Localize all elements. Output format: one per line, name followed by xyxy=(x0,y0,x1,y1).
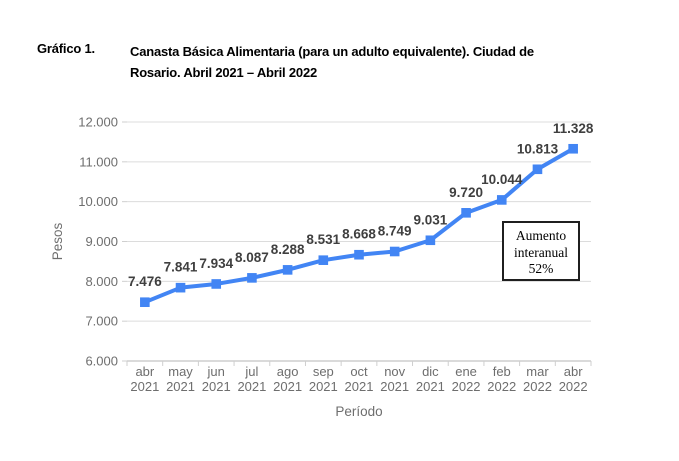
data-point-marker xyxy=(282,265,293,275)
data-point-marker xyxy=(532,164,543,175)
data-point-marker xyxy=(354,249,364,260)
figure-title-line-1: Canasta Básica Alimentaria (para un adul… xyxy=(130,44,534,59)
figure-title-line-2: Rosario. Abril 2021 – Abril 2022 xyxy=(130,65,318,80)
data-point-label: 11.328 xyxy=(553,121,594,136)
x-tick-label: jun 2021 xyxy=(202,364,231,394)
x-tick-label: may 2021 xyxy=(166,364,195,394)
annotation-box: Aumento interanual 52% xyxy=(502,221,580,281)
x-tick-label: abr 2021 xyxy=(130,364,159,394)
data-point-label: 7.476 xyxy=(128,274,162,289)
y-tick-label: 9.000 xyxy=(85,234,118,249)
data-point-label: 10.813 xyxy=(517,141,559,156)
data-point-marker xyxy=(461,208,471,218)
data-point-label: 7.934 xyxy=(199,256,233,271)
figure-label: Gráfico 1. xyxy=(37,41,95,56)
figure-title: Canasta Básica Alimentaria (para un adul… xyxy=(130,41,534,83)
data-point-marker xyxy=(140,297,150,308)
data-point-label: 8.087 xyxy=(235,250,269,265)
data-point-marker xyxy=(175,282,186,293)
data-point-label: 8.288 xyxy=(271,242,305,257)
x-tick-label: sep 2021 xyxy=(309,364,338,394)
data-point-label: 7.841 xyxy=(164,260,198,275)
y-tick-label: 10.000 xyxy=(78,194,118,209)
data-point-marker xyxy=(318,255,329,265)
x-tick-label: abr 2022 xyxy=(559,364,588,394)
y-axis-title: Pesos xyxy=(50,222,65,260)
x-tick-label: dic 2021 xyxy=(416,364,445,394)
data-point-label: 9.720 xyxy=(449,185,483,200)
x-tick-label: nov 2021 xyxy=(380,364,409,394)
y-tick-label: 11.000 xyxy=(79,154,118,169)
x-tick-label: oct 2021 xyxy=(345,364,374,394)
x-tick-label: ene 2022 xyxy=(452,364,481,394)
data-point-marker xyxy=(425,235,436,246)
x-tick-label: feb 2022 xyxy=(487,364,516,394)
x-axis-title: Período xyxy=(335,404,382,419)
x-tick-label: mar 2022 xyxy=(523,364,552,394)
data-point-label: 8.531 xyxy=(306,232,340,247)
y-tick-label: 6.000 xyxy=(85,354,118,369)
data-point-marker xyxy=(211,279,222,289)
data-point-label: 10.044 xyxy=(481,172,523,187)
x-tick-label: ago 2021 xyxy=(273,364,302,394)
data-point-marker xyxy=(496,195,507,205)
data-point-label: 8.668 xyxy=(342,227,376,242)
y-tick-label: 8.000 xyxy=(85,274,118,289)
x-tick-label: jul 2021 xyxy=(237,364,266,394)
data-point-marker xyxy=(247,273,257,283)
y-tick-label: 7.000 xyxy=(85,314,118,329)
data-point-label: 8.749 xyxy=(378,223,412,238)
data-point-marker xyxy=(568,143,578,154)
y-tick-label: 12.000 xyxy=(78,115,118,130)
data-point-marker xyxy=(389,246,400,257)
data-point-label: 9.031 xyxy=(413,212,447,227)
